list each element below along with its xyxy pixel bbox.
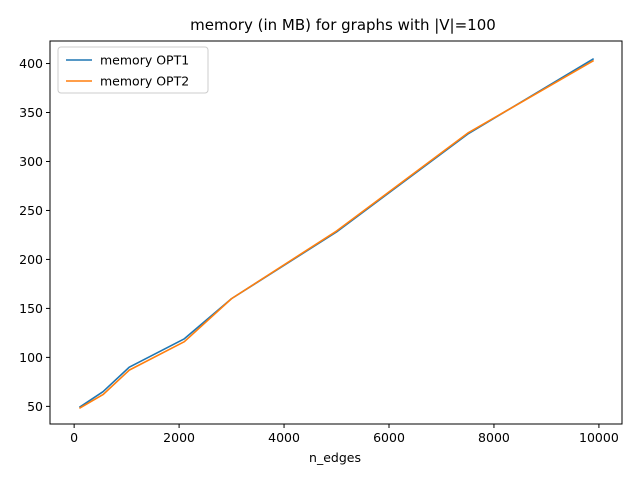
y-tick-label: 400 [19,56,43,71]
plot-area: 0 2000 4000 6000 8000 10000 50 100 150 200 250 300 3… [19,40,623,445]
x-tick-label: 10000 [579,430,619,445]
series-line-memory-opt2 [78,59,595,410]
y-tick-label: 100 [19,350,43,365]
y-tick-label: 150 [19,301,43,316]
chart-title: memory (in MB) for graphs with |V|=100 [190,16,496,34]
axes-frame [49,40,623,425]
y-tick-label: 350 [19,105,43,120]
legend-entry-label: memory OPT1 [100,53,189,68]
y-tick-label: 300 [19,154,43,169]
x-tick-label: 2000 [163,430,195,445]
y-tick-label: 200 [19,252,43,267]
x-tick-label: 8000 [478,430,510,445]
legend-box [57,46,209,94]
x-tick-label: 6000 [373,430,405,445]
x-axis-label: n_edges [309,450,361,465]
y-tick-label: 50 [27,399,43,414]
x-tick-label: 0 [70,430,78,445]
y-tick-label: 250 [19,203,43,218]
series-line-memory-opt1 [78,57,595,409]
x-tick-label: 4000 [268,430,300,445]
legend-entry-label: memory OPT2 [100,74,189,89]
